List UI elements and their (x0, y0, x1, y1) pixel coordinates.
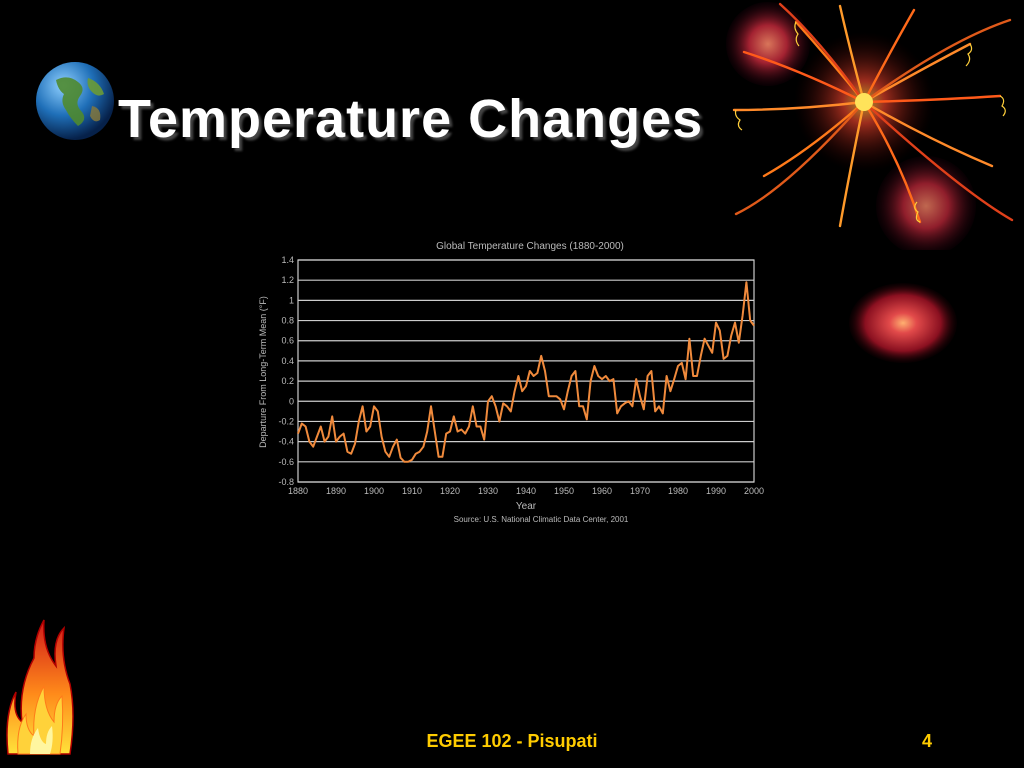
x-tick-label: 2000 (744, 486, 764, 496)
glow-orb (849, 283, 957, 363)
y-tick-label: -0.4 (278, 437, 294, 447)
y-tick-label: -0.6 (278, 457, 294, 467)
x-tick-label: 1930 (478, 486, 498, 496)
series-line (297, 281, 755, 463)
x-tick-label: 1990 (706, 486, 726, 496)
x-tick-label: 1900 (364, 486, 384, 496)
footer-text: EGEE 102 - Pisupati (426, 731, 598, 751)
x-tick-label: 1980 (668, 486, 688, 496)
temperature-chart: Global Temperature Changes (1880-2000) 1… (258, 241, 764, 524)
firework-burst (726, 2, 1014, 250)
globe-icon (36, 62, 114, 140)
chart-source: Source: U.S. National Climatic Data Cent… (454, 515, 629, 524)
x-axis-label: Year (516, 501, 537, 512)
y-tick-label: 0 (289, 396, 294, 406)
y-axis-label: Departure From Long-Term Mean (°F) (258, 296, 268, 448)
chart-title: Global Temperature Changes (1880-2000) (436, 241, 624, 252)
y-tick-label: 1 (289, 295, 294, 305)
y-tick-label: 1.2 (281, 275, 294, 285)
plot-area (297, 259, 755, 483)
x-tick-label: 1890 (326, 486, 346, 496)
y-tick-label: 0.6 (281, 336, 294, 346)
x-tick-label: 1970 (630, 486, 650, 496)
x-tick-label: 1960 (592, 486, 612, 496)
page-number: 4 (922, 731, 933, 751)
y-tick-label: 0.2 (281, 376, 294, 386)
y-tick-label: -0.8 (278, 477, 294, 487)
y-tick-label: 0.4 (281, 356, 294, 366)
x-tick-label: 1920 (440, 486, 460, 496)
slide-title: Temperature Changes (118, 89, 704, 149)
y-tick-label: -0.2 (278, 416, 294, 426)
flame-icon (6, 619, 74, 755)
x-tick-label: 1950 (554, 486, 574, 496)
y-tick-label: 1.4 (281, 255, 294, 265)
x-tick-label: 1880 (288, 486, 308, 496)
x-tick-label: 1940 (516, 486, 536, 496)
y-tick-label: 0.8 (281, 316, 294, 326)
x-tick-label: 1910 (402, 486, 422, 496)
